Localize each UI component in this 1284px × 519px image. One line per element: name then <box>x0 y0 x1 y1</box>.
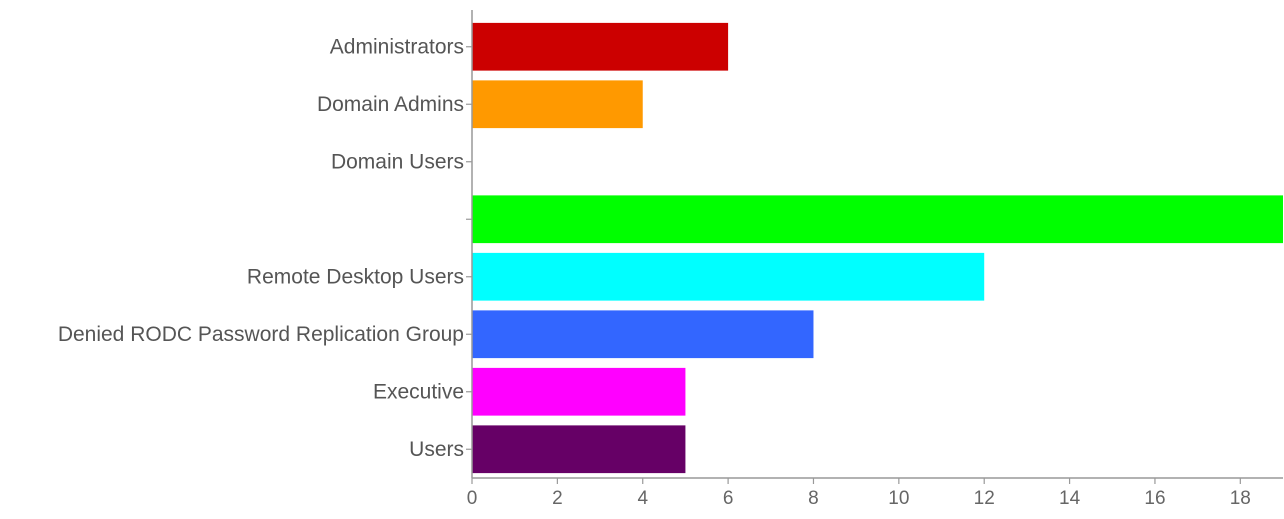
category-label-remote-desktop-users: Remote Desktop Users <box>247 265 464 288</box>
x-tick-label-16: 16 <box>1144 488 1165 509</box>
category-label-executive: Executive <box>373 380 464 403</box>
x-tick-label-10: 10 <box>888 488 909 509</box>
x-tick-label-0: 0 <box>467 488 478 509</box>
category-label-domain-admins: Domain Admins <box>317 93 464 116</box>
category-label-domain-users: Domain Users <box>331 150 464 173</box>
x-tick-label-2: 2 <box>552 488 563 509</box>
category-label-users: Users <box>409 438 464 461</box>
category-label-denied-rodc-password-replication-group: Denied RODC Password Replication Group <box>58 323 464 346</box>
x-tick-label-8: 8 <box>808 488 819 509</box>
x-tick-label-6: 6 <box>723 488 734 509</box>
x-tick-label-18: 18 <box>1230 488 1251 509</box>
bar-domain-admins <box>472 80 643 129</box>
category-label-administrators: Administrators <box>330 35 464 58</box>
x-tick-label-4: 4 <box>637 488 648 509</box>
x-axis-ticks-group: 0 2 4 6 8 10 12 14 16 18 <box>467 478 1251 509</box>
bar-users <box>472 425 686 474</box>
bars-group <box>472 22 1283 474</box>
x-tick-label-12: 12 <box>974 488 995 509</box>
x-tick-label-14: 14 <box>1059 488 1081 509</box>
bar-remote-desktop-users <box>472 252 985 301</box>
bar-executive <box>472 367 686 416</box>
bar-unlabeled-3 <box>472 195 1283 244</box>
bar-administrators <box>472 22 729 71</box>
bar-denied-rodc-password-replication-group <box>472 310 814 359</box>
category-labels-group: Administrators Domain Admins Domain Users R… <box>58 35 472 461</box>
